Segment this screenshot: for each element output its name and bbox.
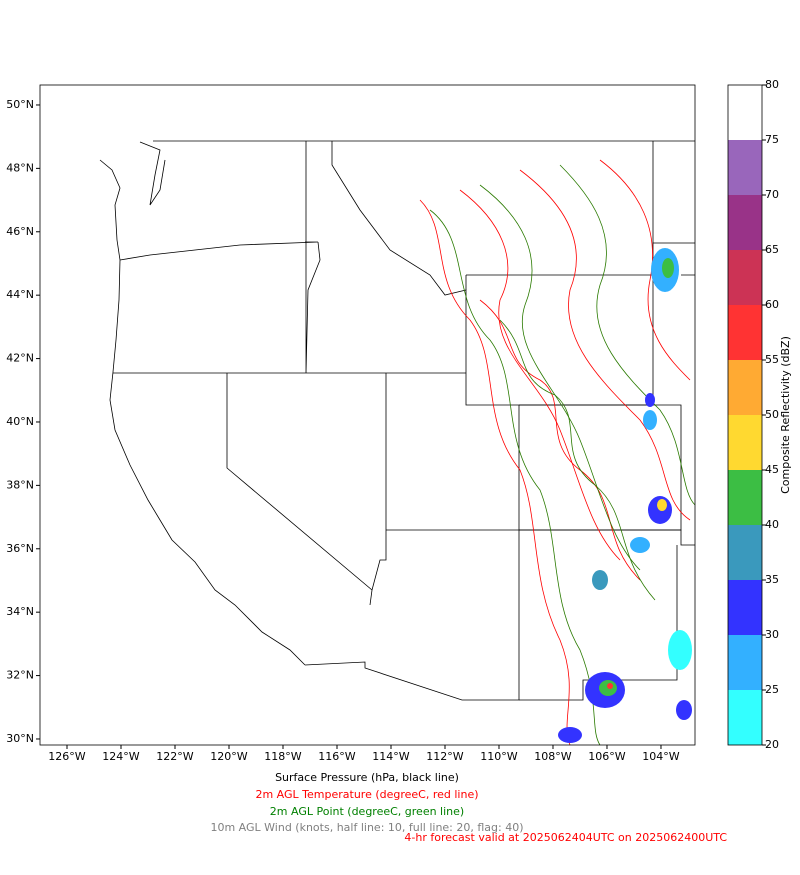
colorbar-segment [728,470,762,525]
y-tick-label: 34°N [6,605,34,618]
x-tick-label: 126°W [48,750,85,763]
colorbar-segment [728,525,762,580]
caption: Surface Pressure (hPa, black line) [275,771,459,784]
y-tick-label: 44°N [6,288,34,301]
colorbar: 20 25 30 35 40 45 50 55 60 65 70 75 80 [727,78,779,751]
x-tick-label: 116°W [318,750,355,763]
colorbar-segment [728,140,762,195]
y-tick-label: 36°N [6,542,34,555]
border-nv-ut [371,373,519,591]
border-az [304,405,520,701]
colorbar-segment [728,85,762,140]
x-tick-label: 108°W [534,750,571,763]
colorbar-segment [728,250,762,305]
colorbar-tick-label: 50 [765,408,779,421]
y-tick-label: 40°N [6,415,34,428]
x-tick-label: 104°W [642,750,679,763]
colorbar-tick-label: 75 [765,133,779,146]
colorbar-tick-label: 55 [765,353,779,366]
map-frame [39,84,696,746]
colorbar-tick-label: 70 [765,188,779,201]
dewpoint-contours [429,164,696,746]
y-tick-label: 46°N [6,225,34,238]
colorbar-segment [728,635,762,690]
coastline [99,159,306,666]
x-tick-label: 112°W [426,750,463,763]
colorbar-label: Composite Reflectivity (dBZ) [779,336,792,494]
y-tick-label: 48°N [6,161,34,174]
puget-sound [139,141,166,206]
colorbar-tick-label: 80 [765,78,779,91]
y-tick-label: 38°N [6,478,34,491]
map-features [99,140,696,746]
border-id [305,141,467,374]
y-tick-label: 42°N [6,352,34,365]
border-nv-ca [226,373,373,606]
x-tick-label: 106°W [588,750,625,763]
colorbar-segment [728,415,762,470]
x-tick-label: 118°W [264,750,301,763]
caption: 2m AGL Point (degreeC, green line) [270,805,464,818]
captions: Surface Pressure (hPa, black line) 2m AGL… [210,771,727,844]
caption: 2m AGL Temperature (degreeC, red line) [255,788,478,801]
colorbar-segment [728,690,762,745]
axes: 126°W 124°W 122°W 120°W 118°W 116°W 114°W 112°W… [6,98,680,763]
colorbar-tick-label: 65 [765,243,779,256]
x-tick-label: 110°W [480,750,517,763]
border-wa-or [119,241,319,261]
colorbar-segment [728,305,762,360]
x-tick-label: 120°W [210,750,247,763]
reflectivity-cells [558,248,692,743]
colorbar-tick-label: 30 [765,628,779,641]
caption: 10m AGL Wind (knots, half line: 10, full… [210,821,523,834]
colorbar-segment [728,360,762,415]
colorbar-tick-label: 25 [765,683,779,696]
colorbar-segment [728,580,762,635]
caption: 4-hr forecast valid at 2025062404UTC on … [404,831,727,844]
colorbar-tick-label: 35 [765,573,779,586]
x-tick-label: 114°W [372,750,409,763]
colorbar-tick-label: 20 [765,738,779,751]
colorbar-tick-label: 40 [765,518,779,531]
colorbar-tick-label: 60 [765,298,779,311]
y-tick-label: 30°N [6,732,34,745]
x-tick-label: 124°W [102,750,139,763]
x-tick-label: 122°W [156,750,193,763]
y-tick-label: 50°N [6,98,34,111]
colorbar-segment [728,195,762,250]
y-tick-label: 32°N [6,669,34,682]
colorbar-tick-label: 45 [765,463,779,476]
